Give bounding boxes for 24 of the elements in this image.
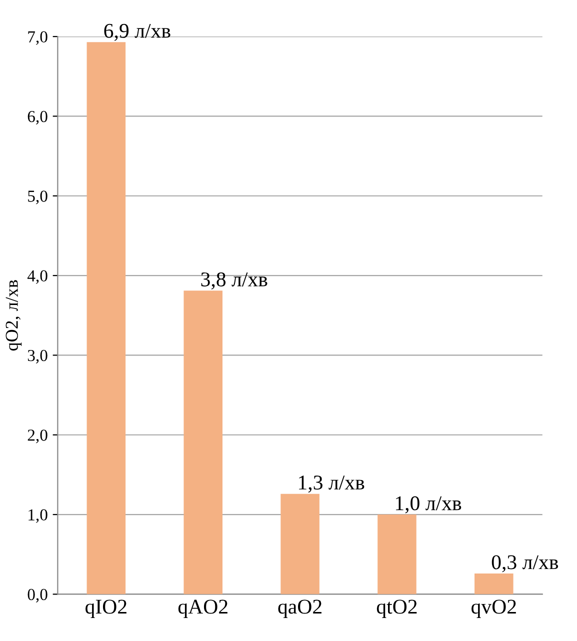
y-axis-title: qO2, л/хв [6, 280, 22, 351]
y-tick-label: 6,0 [28, 110, 48, 125]
bar [474, 573, 514, 594]
data-label: 0,3 л/хв [492, 555, 558, 572]
x-tick-label: qIO2 [86, 600, 126, 618]
y-tick-label: 0,0 [28, 588, 48, 603]
bar [280, 494, 320, 594]
x-tick-label: qAO2 [178, 600, 228, 618]
x-tick-label: qaO2 [278, 600, 322, 618]
bar [378, 514, 416, 594]
x-tick-label: qtO2 [376, 600, 417, 618]
bar [184, 290, 222, 594]
y-tick-label: 1,0 [28, 509, 48, 523]
y-tick-label: 2,0 [28, 430, 48, 444]
y-tick-label: 3,0 [28, 350, 48, 364]
x-tick-label: qvO2 [472, 600, 516, 618]
data-label: 3,8 л/хв [201, 272, 268, 290]
data-label: 1,0 л/хв [396, 496, 462, 514]
data-label: 6,9 л/хв [104, 24, 170, 41]
y-tick-label: 4,0 [27, 270, 48, 284]
y-tick-label: 5,0 [28, 190, 48, 204]
data-label: 1,3 л/хв [299, 476, 364, 493]
y-tick-label: 7,0 [28, 31, 48, 45]
bar [86, 42, 126, 594]
